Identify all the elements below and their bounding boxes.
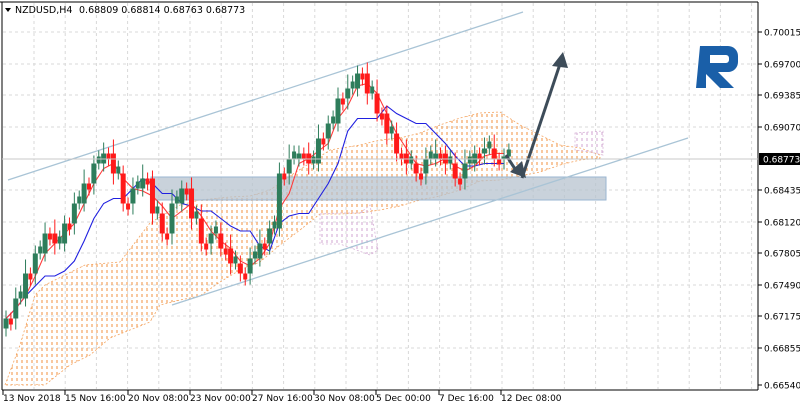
ohlc-values: 0.68809 0.68814 0.68763 0.68773 — [79, 5, 245, 16]
roboforex-logo-icon — [696, 46, 740, 88]
time-axis[interactable]: 13 Nov 2018 15 Nov 16:00 20 Nov 08:00 23 No… — [2, 390, 562, 404]
time-tick-label: 12 Dec 08:00 — [501, 394, 562, 404]
time-tick-label: 13 Nov 2018 — [3, 394, 61, 404]
arrow-up-head-icon — [552, 52, 568, 68]
time-tick-label: 27 Nov 16:00 — [252, 394, 313, 404]
price-tick-label: 0.66855 — [764, 345, 800, 355]
price-tick-label: 0.67490 — [764, 282, 800, 292]
time-tick-label: 30 Nov 08:00 — [314, 394, 375, 404]
kijun-sen-line — [5, 105, 504, 319]
current-price-badge: 0.68773 — [759, 153, 800, 166]
current-price-label: 0.68773 — [763, 156, 800, 166]
price-tick-label: 0.69385 — [764, 92, 800, 102]
symbol-label: NZDUSD,H4 — [15, 5, 72, 16]
price-tick-label: 0.70015 — [764, 29, 800, 39]
price-tick-label: 0.68120 — [764, 219, 800, 229]
channel-upper-line[interactable] — [7, 11, 524, 181]
time-tick-label: 15 Nov 16:00 — [65, 394, 126, 404]
price-tick-label: 0.67175 — [764, 313, 800, 323]
triangle-down-icon[interactable] — [5, 8, 11, 12]
time-tick-label: 5 Dec 00:00 — [376, 394, 431, 404]
time-tick-label: 7 Dec 16:00 — [439, 394, 494, 404]
price-tick-label: 0.69700 — [764, 61, 800, 71]
time-tick-label: 23 Nov 00:00 — [190, 394, 251, 404]
price-axis[interactable]: 0.70015 0.69700 0.69385 0.69070 0.68435 0.681… — [758, 29, 800, 392]
chart-header: NZDUSD,H4 0.68809 0.68814 0.68763 0.6877… — [5, 5, 245, 16]
price-tick-label: 0.68435 — [764, 187, 800, 197]
channel-lower-line[interactable] — [171, 137, 689, 306]
time-tick-label: 20 Nov 08:00 — [128, 394, 189, 404]
price-tick-label: 0.67805 — [764, 250, 800, 260]
support-zone[interactable] — [150, 176, 607, 201]
price-tick-label: 0.69070 — [764, 124, 800, 134]
price-tick-label: 0.66540 — [764, 382, 800, 392]
